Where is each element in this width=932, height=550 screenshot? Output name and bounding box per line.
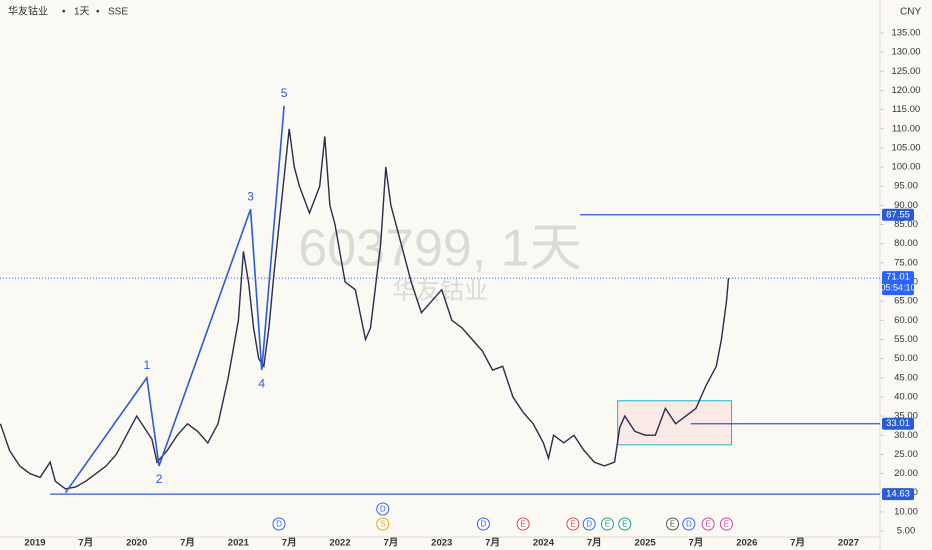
- exchange: SSE: [108, 7, 128, 18]
- interval: 1天: [74, 7, 90, 18]
- x-tick-label: 2026: [736, 538, 757, 549]
- event-marker[interactable]: [376, 517, 390, 531]
- x-tick-label: 2022: [329, 538, 350, 549]
- event-marker[interactable]: [719, 517, 733, 531]
- x-tick-label: 7月: [180, 538, 195, 549]
- x-tick-label: 2020: [126, 538, 147, 549]
- watermark: 603799, 1天: [298, 220, 581, 278]
- x-tick-label: 2025: [635, 538, 657, 549]
- event-label: E: [670, 520, 675, 529]
- y-tick-label: 55.00: [894, 334, 918, 345]
- x-tick-label: 7月: [689, 538, 704, 549]
- event-label: D: [481, 520, 487, 529]
- last-price-label: 71.01: [886, 272, 910, 283]
- y-tick-label: 30.00: [894, 430, 918, 441]
- wave-label: 2: [156, 472, 163, 486]
- y-tick-label: 10.00: [894, 506, 918, 517]
- event-marker[interactable]: [582, 517, 596, 531]
- y-tick-label: 35.00: [894, 411, 918, 422]
- y-tick-label: 125.00: [891, 66, 920, 77]
- y-tick-label: 130.00: [891, 47, 920, 58]
- wave-label: 4: [258, 376, 265, 390]
- event-marker[interactable]: [682, 517, 696, 531]
- wave-line: [64, 105, 285, 494]
- countdown: 05:54:10: [880, 283, 915, 293]
- y-tick-label: 105.00: [891, 142, 920, 153]
- y-tick-label: 50.00: [894, 353, 918, 364]
- event-label: D: [686, 520, 692, 529]
- event-marker[interactable]: [600, 517, 614, 531]
- x-tick-label: 2021: [228, 538, 250, 549]
- event-marker[interactable]: [666, 517, 680, 531]
- y-tick-label: 85.00: [894, 219, 918, 230]
- wave-label: 5: [281, 86, 288, 100]
- level-tag: [882, 208, 914, 221]
- y-tick-label: 90.00: [894, 200, 918, 211]
- x-tick-label: 2027: [838, 538, 859, 549]
- event-marker[interactable]: [516, 517, 530, 531]
- y-tick-label: 75.00: [894, 257, 918, 268]
- level-label: 14.63: [886, 489, 910, 500]
- y-tick-label: 135.00: [891, 28, 920, 39]
- x-tick-label: 7月: [383, 538, 398, 549]
- y-tick-label: 100.00: [891, 162, 920, 173]
- y-tick-label: 5.00: [897, 526, 916, 537]
- x-tick-label: 7月: [790, 538, 805, 549]
- event-marker[interactable]: [376, 502, 390, 516]
- level-label: 87.55: [886, 209, 910, 220]
- separator: •: [62, 7, 66, 18]
- y-tick-label: 20.00: [894, 468, 918, 479]
- x-tick-label: 2019: [24, 538, 45, 549]
- x-tick-label: 2024: [533, 538, 555, 549]
- x-tick-label: 7月: [587, 538, 602, 549]
- y-tick-label: 25.00: [894, 449, 918, 460]
- event-label: D: [380, 505, 386, 514]
- level-label: 33.01: [886, 418, 910, 429]
- event-label: E: [705, 520, 710, 529]
- y-tick-label: 95.00: [894, 181, 918, 192]
- symbol: 华友钴业: [8, 5, 48, 18]
- level-tag: [882, 417, 914, 430]
- event-marker[interactable]: [566, 517, 580, 531]
- event-marker[interactable]: [272, 517, 286, 531]
- event-label: E: [724, 520, 729, 529]
- event-label: E: [570, 520, 575, 529]
- wave-label: 3: [247, 189, 254, 203]
- event-label: E: [622, 520, 627, 529]
- last-price-tag: [882, 271, 914, 296]
- event-marker[interactable]: [701, 517, 715, 531]
- separator: •: [96, 7, 100, 18]
- y-tick-label: 115.00: [892, 104, 920, 115]
- y-tick-label: 40.00: [894, 391, 918, 402]
- event-marker[interactable]: [618, 517, 632, 531]
- y-tick-label: 110.00: [892, 123, 920, 134]
- y-tick-label: 45.00: [894, 372, 918, 383]
- level-tag: [882, 488, 914, 501]
- x-tick-label: 7月: [282, 538, 297, 549]
- y-tick-label: 80.00: [894, 238, 918, 249]
- currency: CNY: [900, 7, 921, 18]
- y-tick-label: 120.00: [891, 85, 920, 96]
- event-label: D: [276, 520, 282, 529]
- y-tick-label: 60.00: [894, 315, 918, 326]
- event-label: E: [605, 520, 610, 529]
- x-tick-label: 7月: [78, 538, 93, 549]
- event-label: S: [380, 520, 385, 529]
- y-tick-label: 65.00: [894, 296, 918, 307]
- event-label: D: [586, 520, 592, 529]
- wave-label: 1: [143, 358, 150, 372]
- event-label: E: [520, 520, 525, 529]
- event-marker[interactable]: [476, 517, 490, 531]
- price-line: [0, 128, 730, 490]
- x-tick-label: 7月: [485, 538, 500, 549]
- x-tick-label: 2023: [431, 538, 452, 549]
